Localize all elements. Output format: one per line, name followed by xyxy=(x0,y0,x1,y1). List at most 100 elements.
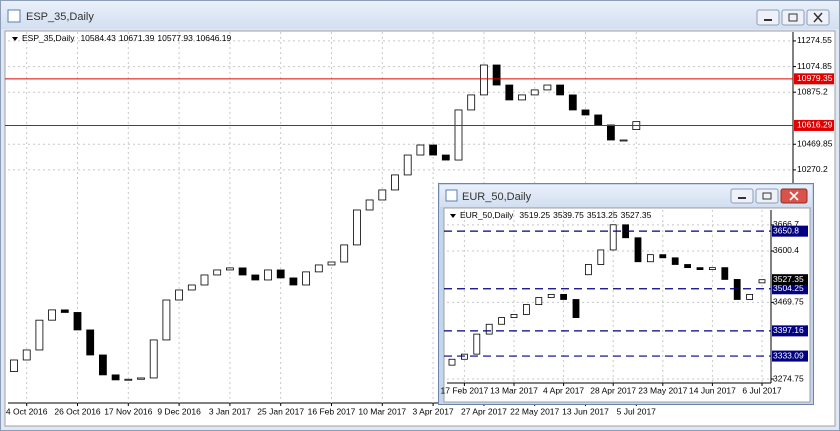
candle-body xyxy=(609,224,617,251)
restore-button[interactable] xyxy=(755,188,779,204)
candle-body xyxy=(572,299,580,318)
x-tick-label: 10 Mar 2017 xyxy=(358,406,406,416)
candle-body xyxy=(607,124,615,141)
last-price-bg xyxy=(772,274,808,286)
candle-body xyxy=(619,139,628,142)
inset-title-bar xyxy=(440,185,812,207)
y-tick-label: 10875.2 xyxy=(797,86,828,96)
candle-body xyxy=(429,144,438,156)
candle-body xyxy=(60,309,69,313)
candle-body xyxy=(535,297,543,305)
level-label: 3397.16 xyxy=(773,325,804,335)
level-label: 10979.35 xyxy=(797,73,833,83)
candle-body xyxy=(22,349,31,361)
candle-body xyxy=(340,244,349,263)
candle-body xyxy=(391,174,399,191)
candle-body xyxy=(416,144,425,156)
candle-body xyxy=(492,64,501,86)
y-tick-label: 11074.85 xyxy=(797,61,832,71)
candle-body xyxy=(671,257,679,265)
candle-body xyxy=(200,274,209,286)
candle-body xyxy=(187,284,196,291)
x-tick-label: 6 Jul 2017 xyxy=(742,385,781,395)
candle-body xyxy=(543,84,552,91)
level-label: 3504.25 xyxy=(773,283,804,293)
x-tick-label: 4 Oct 2016 xyxy=(6,406,48,416)
window-title: ESP_35,Daily xyxy=(26,11,94,23)
header-ohlc: 10646.19 xyxy=(196,33,232,43)
candle-body xyxy=(86,329,95,356)
candle-body xyxy=(581,109,590,116)
candle-body xyxy=(302,271,311,286)
candle-body xyxy=(479,64,488,96)
candle-body xyxy=(276,269,285,279)
candle-body xyxy=(327,261,336,266)
candle-body xyxy=(647,254,654,263)
candle-body xyxy=(175,289,184,301)
level-label-bg xyxy=(772,225,808,237)
candle-body xyxy=(137,377,145,380)
candle-body xyxy=(352,209,361,246)
candle-body xyxy=(733,279,741,300)
chart-header: EUR_50,Daily 3519.25 3539.75 3513.25 3527.35 xyxy=(460,210,652,220)
candle-body xyxy=(251,274,260,281)
level-label: 3650.8 xyxy=(773,225,799,235)
candle-body xyxy=(378,189,387,201)
level-label-bg xyxy=(772,283,808,295)
x-tick-label: 13 Jun 2017 xyxy=(562,406,609,416)
candle-body xyxy=(225,267,234,271)
candle-body xyxy=(124,378,133,381)
y-tick-label: 10270.2 xyxy=(797,164,828,174)
candle-body xyxy=(594,114,603,126)
window-icon xyxy=(445,189,458,202)
header-arrow xyxy=(450,214,456,218)
x-tick-label: 23 May 2017 xyxy=(638,385,687,395)
main-title-bar xyxy=(1,1,839,29)
x-tick-label: 28 Apr 2017 xyxy=(590,385,636,395)
inset-chart-area xyxy=(443,207,811,403)
candle-body xyxy=(659,254,667,259)
header-ohlc: 10671.39 xyxy=(119,33,155,43)
x-tick-label: 3 Jan 2017 xyxy=(209,406,251,416)
x-tick-label: 16 Feb 2017 xyxy=(308,406,356,416)
level-label: 10616.29 xyxy=(797,120,833,130)
window-buttons[interactable] xyxy=(756,9,830,26)
header-ohlc: 3539.75 xyxy=(553,210,584,220)
header-symbol: ESP_35,Daily xyxy=(22,33,75,43)
restore-button[interactable] xyxy=(781,9,805,26)
x-tick-label: 17 Feb 2017 xyxy=(441,385,489,395)
candle-body xyxy=(448,358,456,366)
candle-body xyxy=(634,237,642,263)
header-ohlc: 3513.25 xyxy=(587,210,618,220)
candle-body xyxy=(721,267,729,280)
candle-body xyxy=(505,84,514,101)
level-label-bg xyxy=(772,325,808,337)
candle-body xyxy=(518,94,526,101)
x-tick-label: 22 May 2017 xyxy=(510,406,559,416)
x-tick-label: 5 Jul 2017 xyxy=(617,406,656,416)
candle-body xyxy=(709,267,716,271)
candle-body xyxy=(485,323,493,335)
candle-body xyxy=(568,94,577,111)
candle-body xyxy=(498,317,506,325)
minimize-button[interactable] xyxy=(756,9,780,26)
x-tick-label: 26 Oct 2016 xyxy=(54,406,101,416)
candle-body xyxy=(10,359,18,372)
candle-body xyxy=(213,269,222,276)
header-arrow xyxy=(12,37,18,41)
x-tick-label: 4 Apr 2017 xyxy=(543,385,584,395)
x-tick-label: 25 Jan 2017 xyxy=(257,406,304,416)
inset-window-buttons[interactable] xyxy=(730,188,808,204)
candle-body xyxy=(597,249,605,265)
level-label-bg xyxy=(794,119,834,131)
header-ohlc: 10584.43 xyxy=(80,33,116,43)
x-tick-label: 13 Mar 2017 xyxy=(490,385,538,395)
level-label-bg xyxy=(794,73,834,85)
candle-body xyxy=(746,293,753,300)
minimize-button[interactable] xyxy=(730,188,754,204)
candle-body xyxy=(530,89,539,96)
candle-body xyxy=(560,293,567,300)
header-ohlc: 3519.25 xyxy=(519,210,550,220)
candle-body xyxy=(314,264,323,273)
